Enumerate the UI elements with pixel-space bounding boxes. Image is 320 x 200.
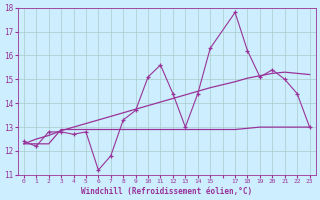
X-axis label: Windchill (Refroidissement éolien,°C): Windchill (Refroidissement éolien,°C) bbox=[81, 187, 252, 196]
